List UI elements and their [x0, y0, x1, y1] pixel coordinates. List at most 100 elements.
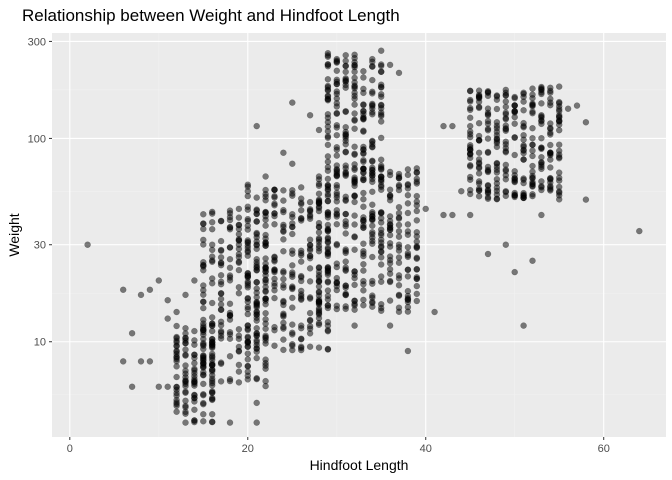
cluster-point — [182, 397, 189, 405]
cluster-point — [547, 120, 554, 127]
cluster-point — [538, 89, 545, 96]
cluster-point — [529, 152, 536, 160]
cluster-point — [360, 267, 367, 274]
cluster-point — [262, 287, 269, 295]
cluster-point — [315, 176, 323, 183]
cluster-point — [360, 277, 367, 285]
cluster-point — [226, 309, 234, 317]
cluster-point — [360, 214, 367, 221]
cluster-point — [191, 351, 198, 359]
cluster-point — [360, 101, 367, 108]
cluster-point — [369, 292, 376, 299]
cluster-point — [538, 159, 545, 166]
cluster-point — [297, 195, 305, 202]
cluster-point — [386, 278, 394, 286]
data-point — [484, 250, 492, 258]
cluster-point — [547, 187, 554, 194]
cluster-point — [289, 230, 296, 238]
cluster-point — [413, 265, 421, 273]
data-point — [555, 112, 563, 119]
cluster-point — [324, 211, 332, 219]
data-point — [324, 322, 332, 329]
cluster-point — [244, 310, 252, 318]
cluster-point — [253, 194, 260, 201]
data-point — [511, 268, 518, 276]
cluster-point — [360, 287, 367, 294]
cluster-point — [253, 344, 260, 352]
cluster-point — [235, 361, 243, 369]
cluster-point — [386, 260, 394, 267]
cluster-point — [297, 184, 305, 191]
y-tick-label: 100 — [28, 133, 46, 145]
cluster-point — [555, 192, 563, 199]
data-points — [84, 47, 643, 426]
cluster-point — [547, 164, 554, 171]
cluster-point — [360, 240, 367, 247]
cluster-point — [306, 236, 314, 243]
cluster-point — [253, 325, 260, 332]
cluster-point — [244, 334, 252, 342]
cluster-point — [413, 243, 421, 251]
cluster-point — [235, 335, 243, 343]
data-point — [226, 419, 234, 426]
data-point — [262, 173, 269, 180]
cluster-point — [404, 266, 412, 273]
cluster-point — [404, 228, 412, 235]
cluster-point — [395, 233, 403, 240]
cluster-point — [377, 209, 385, 217]
cluster-point — [413, 254, 421, 262]
cluster-point — [324, 287, 332, 294]
cluster-point — [511, 171, 518, 179]
cluster-point — [262, 356, 269, 363]
cluster-point — [173, 337, 180, 345]
cluster-point — [413, 207, 421, 215]
data-point — [128, 383, 136, 391]
cluster-point — [342, 230, 349, 237]
cluster-point — [395, 209, 403, 217]
cluster-point — [484, 125, 492, 133]
cluster-point — [324, 197, 332, 205]
cluster-point — [395, 203, 403, 211]
cluster-point — [306, 198, 314, 206]
cluster-point — [297, 335, 305, 342]
cluster-point — [306, 295, 314, 302]
cluster-point — [342, 172, 349, 180]
cluster-point — [315, 305, 323, 312]
cluster-point — [208, 280, 216, 287]
cluster-point — [333, 55, 341, 63]
plot-panel — [52, 33, 666, 437]
cluster-point — [262, 239, 269, 246]
cluster-point — [529, 124, 536, 132]
cluster-point — [377, 93, 385, 100]
cluster-point — [360, 165, 367, 172]
cluster-point — [369, 237, 376, 245]
cluster-point — [208, 225, 216, 233]
cluster-point — [369, 280, 376, 287]
cluster-point — [493, 125, 501, 132]
cluster-point — [289, 190, 296, 197]
cluster-point — [208, 394, 216, 402]
cluster-point — [377, 219, 385, 226]
data-point — [280, 149, 287, 157]
cluster-point — [395, 181, 403, 189]
cluster-point — [520, 119, 527, 127]
cluster-point — [289, 294, 296, 302]
cluster-point — [395, 215, 403, 222]
cluster-point — [253, 354, 260, 362]
data-point — [547, 99, 554, 106]
data-point — [466, 211, 474, 219]
cluster-point — [377, 68, 385, 75]
cluster-point — [200, 241, 207, 248]
cluster-point — [360, 146, 367, 154]
cluster-point — [262, 186, 269, 194]
cluster-point — [547, 156, 554, 163]
cluster-point — [413, 290, 421, 298]
cluster-point — [404, 181, 412, 189]
cluster-point — [208, 372, 216, 379]
cluster-point — [315, 235, 323, 242]
cluster-point — [466, 146, 474, 153]
cluster-point — [484, 181, 492, 189]
cluster-point — [280, 281, 287, 289]
cluster-point — [271, 266, 278, 273]
cluster-point — [208, 382, 216, 389]
